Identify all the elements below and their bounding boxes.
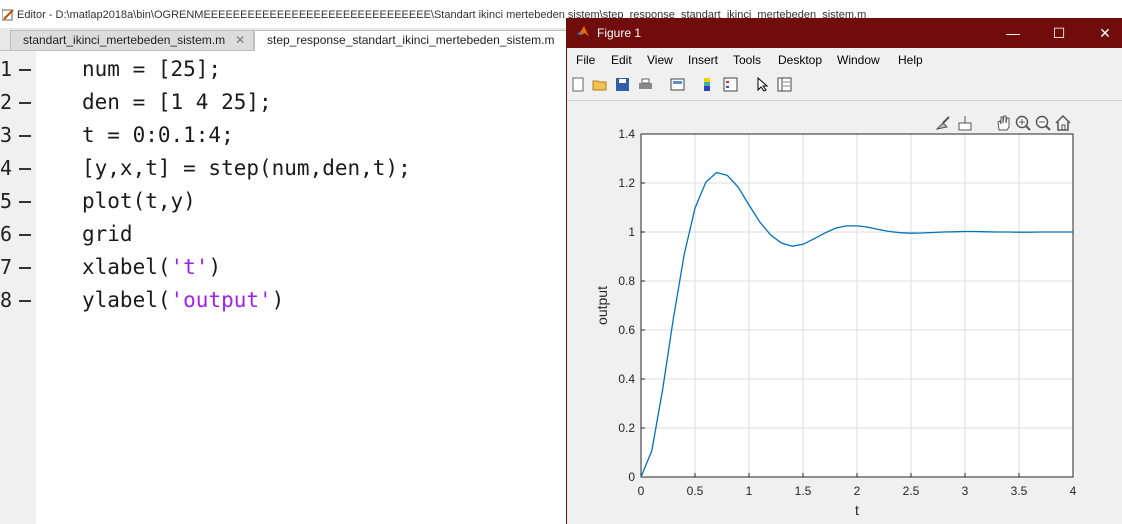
- menu-desktop[interactable]: Desktop: [778, 53, 823, 67]
- save-icon[interactable]: [615, 77, 630, 92]
- code-line-3[interactable]: t = 0:0.1:4;: [82, 123, 234, 147]
- matlab-logo-icon: [577, 26, 589, 37]
- print-icon[interactable]: [638, 77, 653, 92]
- y-tick-label: 0.6: [618, 323, 635, 337]
- code-paren: ): [208, 255, 222, 279]
- line-number: 1: [0, 57, 13, 81]
- line-number: 5: [0, 189, 13, 213]
- line-number: 2: [0, 90, 13, 114]
- close-button[interactable]: ✕: [1099, 25, 1111, 41]
- close-icon[interactable]: ✕: [235, 33, 246, 47]
- code-line-4[interactable]: [y,x,t] = step(num,den,t);: [82, 156, 411, 180]
- axes-toolbar: [935, 114, 1071, 131]
- y-tick-label: 1.2: [618, 176, 635, 190]
- link-plot-icon[interactable]: [670, 77, 685, 92]
- new-figure-icon[interactable]: [571, 77, 586, 92]
- y-tick-label: 1: [628, 225, 635, 239]
- colorbar-icon[interactable]: [700, 77, 715, 92]
- property-editor-icon[interactable]: [777, 77, 792, 92]
- tab-standart-ikinci[interactable]: standart_ikinci_mertebeden_sistem.m ✕: [10, 30, 255, 50]
- menu-insert[interactable]: Insert: [688, 53, 719, 67]
- x-tick-label: 2: [854, 484, 861, 498]
- x-tick-label: 3: [962, 484, 969, 498]
- x-tick-label: 1.5: [795, 484, 812, 498]
- y-axis-label: output: [594, 286, 610, 325]
- code-string: 't': [170, 255, 209, 279]
- figure-toolbar: [567, 70, 1122, 101]
- editor-icon: [2, 9, 14, 21]
- breakpoint-dash[interactable]: [19, 168, 31, 170]
- pointer-icon[interactable]: [755, 77, 770, 92]
- minimize-button[interactable]: —: [1006, 25, 1020, 41]
- code-fn: xlabel(: [82, 255, 171, 279]
- y-tick-label: 0.2: [618, 421, 635, 435]
- figure-window: Figure 1 — ☐ ✕ File Edit View Insert Too…: [566, 18, 1122, 524]
- code-line-7[interactable]: xlabel('t'): [82, 255, 221, 279]
- x-tick-label: 0: [638, 484, 645, 498]
- y-tick-label: 0.8: [618, 274, 635, 288]
- tab-step-response[interactable]: step_response_standart_ikinci_mertebeden…: [254, 30, 584, 51]
- menu-file[interactable]: File: [576, 53, 596, 67]
- y-tick-label: 0: [628, 470, 635, 484]
- figure-title: Figure 1: [597, 26, 642, 40]
- code-line-6[interactable]: grid: [82, 222, 133, 246]
- line-number-gutter: 1 2 3 4 5 6 7 8: [0, 51, 36, 524]
- tab-label: step_response_standart_ikinci_mertebeden…: [267, 33, 555, 47]
- code-paren: ): [271, 288, 285, 312]
- menu-help[interactable]: Help: [898, 53, 923, 67]
- code-line-5[interactable]: plot(t,y): [82, 189, 196, 213]
- step-response-plot[interactable]: 0 0.5 1 1.5 2 2.5 3 3.5 400.20.40.60.811.21.4 t …: [567, 101, 1122, 524]
- code-string: 'output': [170, 288, 272, 312]
- legend-icon[interactable]: [723, 77, 738, 92]
- breakpoint-dash[interactable]: [19, 69, 31, 71]
- line-number: 8: [0, 288, 13, 312]
- breakpoint-dash[interactable]: [19, 102, 31, 104]
- breakpoint-dash[interactable]: [19, 234, 31, 236]
- menu-view[interactable]: View: [647, 53, 673, 67]
- data-tips-icon[interactable]: [958, 116, 972, 131]
- code-fn: ylabel(: [82, 288, 171, 312]
- open-icon[interactable]: [592, 77, 607, 92]
- maximize-button[interactable]: ☐: [1052, 25, 1066, 41]
- x-tick-label: 0.5: [687, 484, 704, 498]
- line-number: 6: [0, 222, 13, 246]
- y-tick-label: 1.4: [618, 127, 635, 141]
- menu-edit[interactable]: Edit: [611, 53, 632, 67]
- code-line-1[interactable]: num = [25];: [82, 57, 222, 81]
- zoom-in-icon[interactable]: [1015, 115, 1031, 131]
- menu-window[interactable]: Window: [837, 53, 880, 67]
- menu-tools[interactable]: Tools: [733, 53, 762, 67]
- tab-label: standart_ikinci_mertebeden_sistem.m: [23, 33, 226, 47]
- brush-icon[interactable]: [935, 116, 950, 130]
- figure-titlebar[interactable]: Figure 1 — ☐ ✕: [567, 18, 1122, 48]
- x-tick-label: 3.5: [1011, 484, 1028, 498]
- home-icon[interactable]: [1055, 114, 1071, 131]
- line-number: 3: [0, 123, 13, 147]
- figure-menubar: File Edit View Insert Tools Desktop Wind…: [567, 48, 1122, 70]
- breakpoint-dash[interactable]: [19, 267, 31, 269]
- series-line: [640, 171, 1073, 478]
- breakpoint-dash[interactable]: [19, 201, 31, 203]
- breakpoint-dash[interactable]: [19, 300, 31, 302]
- x-tick-label: 4: [1070, 484, 1077, 498]
- pan-icon[interactable]: [997, 115, 1010, 131]
- line-number: 4: [0, 156, 13, 180]
- figure-canvas: 0 0.5 1 1.5 2 2.5 3 3.5 4 0 0.2 0.4 0.6 0.8 1 1.2 1.4 t …: [567, 101, 1122, 524]
- x-tick-label: 1: [746, 484, 753, 498]
- y-tick-label: 0.4: [618, 372, 635, 386]
- zoom-out-icon[interactable]: [1035, 115, 1051, 131]
- x-axis-label: t: [855, 502, 859, 518]
- breakpoint-dash[interactable]: [19, 135, 31, 137]
- code-line-8[interactable]: ylabel('output'): [82, 288, 284, 312]
- line-number: 7: [0, 255, 13, 279]
- x-tick-label: 2.5: [903, 484, 920, 498]
- code-line-2[interactable]: den = [1 4 25];: [82, 90, 272, 114]
